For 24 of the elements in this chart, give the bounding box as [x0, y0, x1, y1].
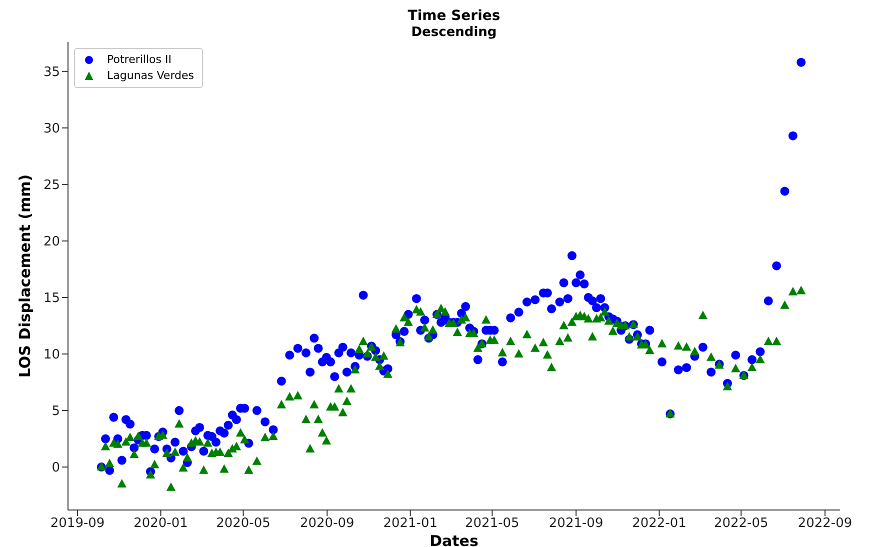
- legend-label: Potrerillos II: [107, 52, 172, 68]
- x-tick-label: 2021-05: [465, 516, 520, 532]
- y-tick-label: 20: [43, 234, 60, 250]
- y-tick-label: 10: [43, 348, 60, 363]
- x-tick-label: 2019-09: [50, 516, 105, 532]
- x-tick-label: 2022-05: [714, 516, 768, 532]
- x-tick-label: 2021-09: [548, 516, 604, 532]
- x-tick-label: 2022-09: [798, 516, 852, 532]
- y-tick-label: 30: [43, 122, 60, 137]
- legend-label: Lagunas Verdes: [107, 68, 194, 84]
- y-tick-label: 0: [52, 460, 60, 476]
- y-tick-label: 5: [52, 404, 60, 420]
- x-tick-label: 2020-01: [134, 516, 188, 532]
- x-tick-label: 2022-01: [632, 516, 686, 532]
- x-tick-label: 2021-01: [383, 516, 438, 532]
- chart-subtitle: Descending: [410, 25, 498, 41]
- x-tick-label: 2020-09: [300, 516, 354, 532]
- y-tick-label: 15: [43, 291, 60, 306]
- x-axis-title: Dates: [428, 532, 480, 547]
- chart-title: Time Series: [406, 8, 502, 25]
- x-tick-label: 2020-05: [216, 516, 270, 532]
- y-tick-label: 35: [43, 65, 60, 80]
- y-axis-title: LOS Displacement (mm): [16, 174, 34, 378]
- y-tick-label: 25: [43, 178, 60, 194]
